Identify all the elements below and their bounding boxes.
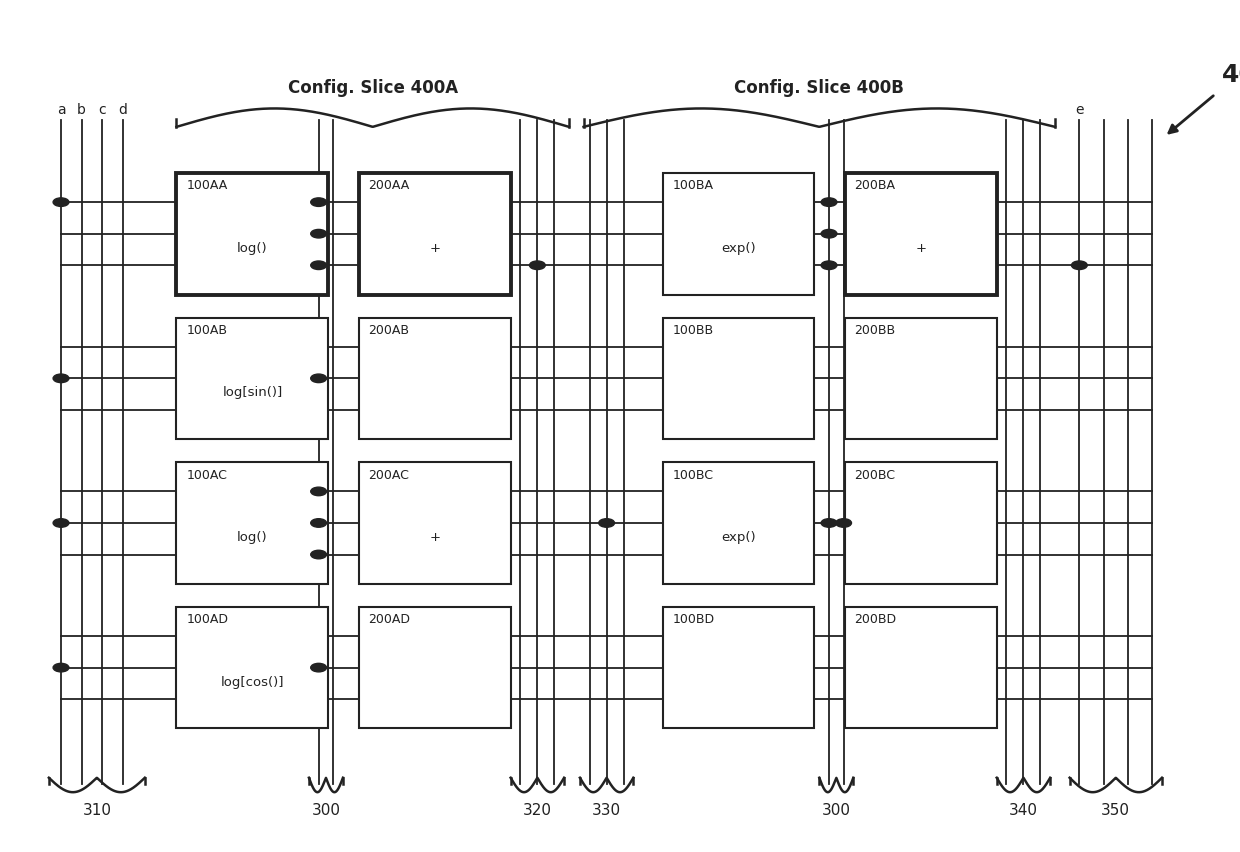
Circle shape <box>311 664 326 672</box>
Text: 100AC: 100AC <box>186 469 227 481</box>
Text: 320: 320 <box>523 803 552 818</box>
Circle shape <box>836 519 852 527</box>
Text: 350: 350 <box>1101 803 1131 818</box>
Text: 100BC: 100BC <box>672 469 713 481</box>
Text: +: + <box>429 531 440 544</box>
Text: log(): log() <box>237 531 268 544</box>
Text: Config. Slice 400A: Config. Slice 400A <box>288 78 458 96</box>
FancyBboxPatch shape <box>358 173 511 295</box>
Circle shape <box>311 487 326 496</box>
Text: 300: 300 <box>311 803 341 818</box>
FancyBboxPatch shape <box>844 607 997 728</box>
Text: 100BD: 100BD <box>672 613 714 626</box>
Text: 400: 400 <box>1221 63 1240 88</box>
Text: 200AB: 200AB <box>368 324 409 337</box>
Text: 100BB: 100BB <box>672 324 713 337</box>
Text: 200AA: 200AA <box>368 180 409 193</box>
Text: exp(): exp() <box>722 242 756 255</box>
Text: 200BC: 200BC <box>854 469 895 481</box>
Text: Config. Slice 400B: Config. Slice 400B <box>734 78 904 96</box>
Text: a: a <box>57 103 66 117</box>
FancyBboxPatch shape <box>662 173 815 295</box>
Text: 200BB: 200BB <box>854 324 895 337</box>
Text: log[cos()]: log[cos()] <box>221 676 284 688</box>
Circle shape <box>53 374 69 383</box>
Text: 200BD: 200BD <box>854 613 897 626</box>
Text: e: e <box>1075 103 1084 117</box>
Circle shape <box>599 519 615 527</box>
Text: log[sin()]: log[sin()] <box>222 387 283 400</box>
Circle shape <box>53 519 69 527</box>
Circle shape <box>311 374 326 383</box>
Text: exp(): exp() <box>722 531 756 544</box>
Text: +: + <box>429 242 440 255</box>
FancyBboxPatch shape <box>176 173 329 295</box>
Text: 200AC: 200AC <box>368 469 409 481</box>
Text: 100BA: 100BA <box>672 180 713 193</box>
Text: 330: 330 <box>591 803 621 818</box>
Circle shape <box>529 261 546 269</box>
Text: 200AD: 200AD <box>368 613 410 626</box>
Text: c: c <box>98 103 107 117</box>
Text: log(): log() <box>237 242 268 255</box>
Text: d: d <box>119 103 128 117</box>
Circle shape <box>821 261 837 269</box>
Text: b: b <box>77 103 86 117</box>
Circle shape <box>311 229 326 238</box>
Text: 200BA: 200BA <box>854 180 895 193</box>
FancyBboxPatch shape <box>844 318 997 439</box>
Circle shape <box>311 519 326 527</box>
Text: 310: 310 <box>82 803 112 818</box>
FancyBboxPatch shape <box>176 462 329 584</box>
Text: 100AA: 100AA <box>186 180 227 193</box>
FancyBboxPatch shape <box>176 318 329 439</box>
Circle shape <box>311 261 326 269</box>
FancyBboxPatch shape <box>358 318 511 439</box>
Circle shape <box>311 198 326 206</box>
Circle shape <box>311 550 326 559</box>
FancyBboxPatch shape <box>844 173 997 295</box>
FancyBboxPatch shape <box>358 462 511 584</box>
FancyBboxPatch shape <box>844 462 997 584</box>
FancyBboxPatch shape <box>176 607 329 728</box>
FancyBboxPatch shape <box>358 607 511 728</box>
Text: 100AD: 100AD <box>186 613 228 626</box>
Circle shape <box>821 198 837 206</box>
Text: +: + <box>915 242 926 255</box>
FancyBboxPatch shape <box>662 607 815 728</box>
Text: 100AB: 100AB <box>186 324 227 337</box>
FancyBboxPatch shape <box>662 318 815 439</box>
Circle shape <box>821 519 837 527</box>
Circle shape <box>53 198 69 206</box>
Text: 340: 340 <box>1009 803 1038 818</box>
Circle shape <box>53 664 69 672</box>
FancyBboxPatch shape <box>662 462 815 584</box>
Circle shape <box>821 229 837 238</box>
Text: 300: 300 <box>822 803 851 818</box>
Circle shape <box>1071 261 1087 269</box>
